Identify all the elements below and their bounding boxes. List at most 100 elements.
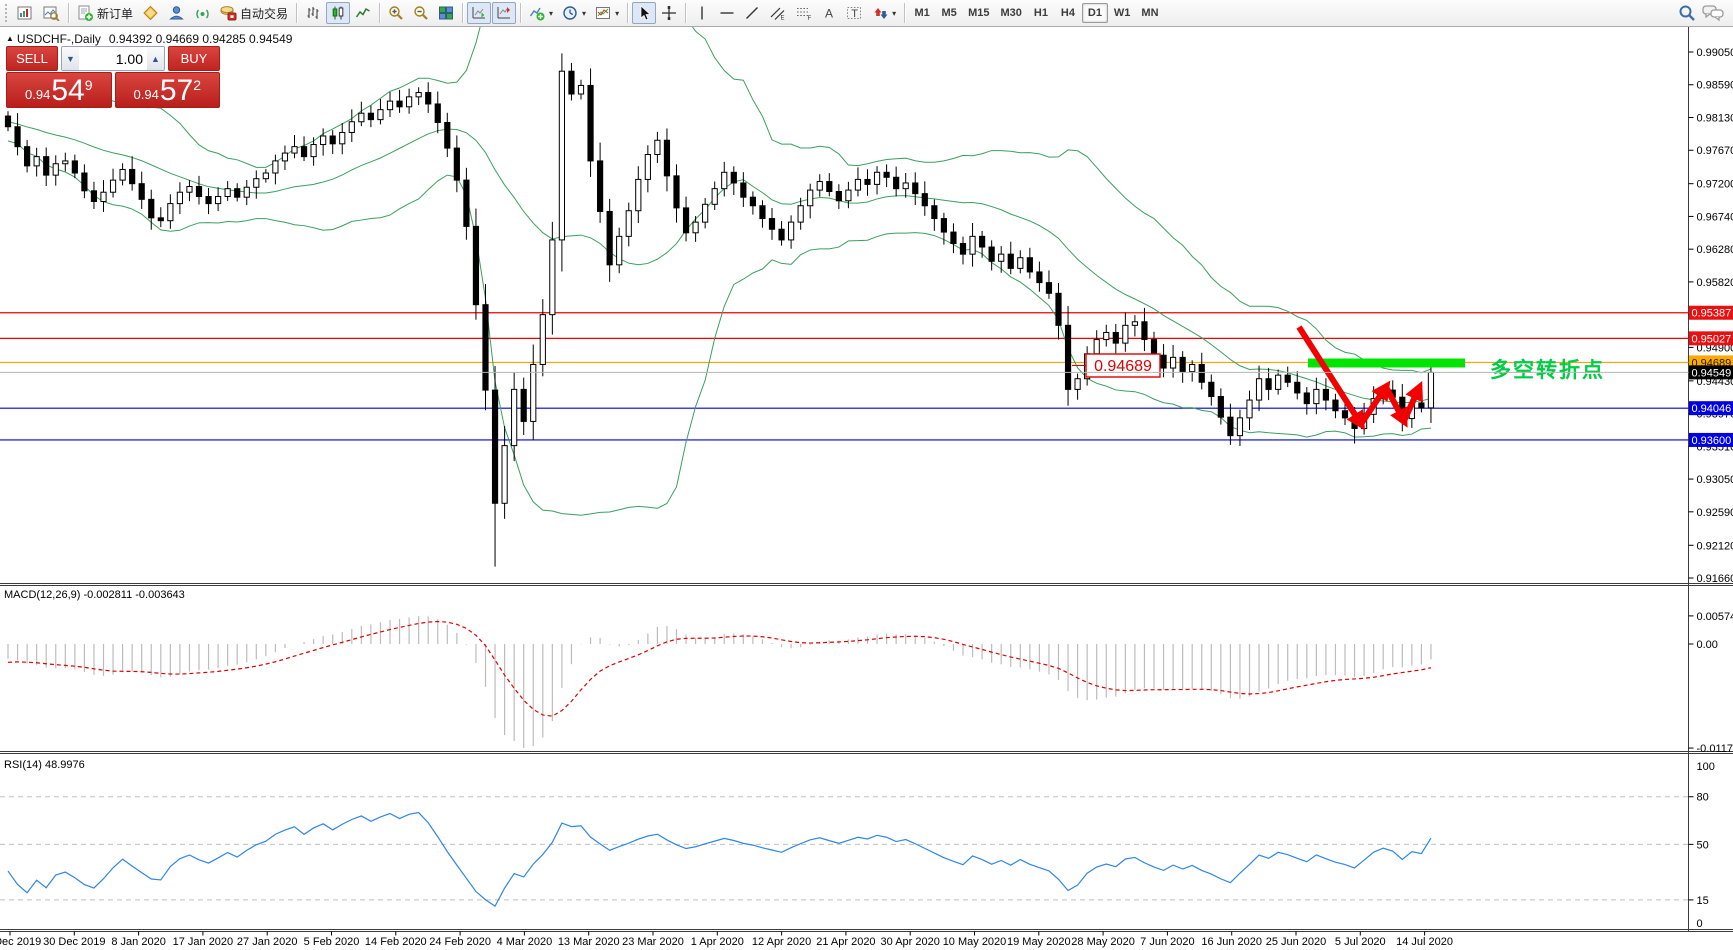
crosshair-tool-button[interactable]	[657, 2, 681, 24]
candle-body	[702, 203, 709, 223]
vertical-line-tool-button[interactable]	[690, 2, 714, 24]
new-chart-button[interactable]	[13, 2, 38, 24]
text-tool-button[interactable]: A	[817, 2, 841, 24]
new-chart-icon	[17, 6, 32, 20]
timeframe-H4[interactable]: H4	[1060, 7, 1075, 19]
zoom-in-icon	[389, 6, 403, 20]
timeframe-M5[interactable]: M5	[941, 7, 957, 19]
candle-body	[673, 175, 680, 209]
channel-tool-button[interactable]: E	[765, 2, 790, 24]
volume-increase-button[interactable]: ▲	[147, 47, 164, 70]
signals-button[interactable]	[190, 2, 215, 24]
buy-price-big: 57	[159, 74, 194, 107]
new-order-button[interactable]: 新订单	[73, 2, 137, 24]
candle-body	[272, 160, 279, 174]
candle-body	[1246, 399, 1253, 419]
timeframe-D1[interactable]: D1	[1081, 3, 1108, 23]
timeframe-M30[interactable]: M30	[1000, 7, 1022, 19]
arrows-tool-button[interactable]: ▾	[868, 2, 900, 24]
search-icon[interactable]	[1678, 4, 1696, 22]
auto-scroll-button[interactable]	[467, 2, 492, 24]
horizontal-line-tool-button[interactable]	[715, 2, 739, 24]
chart-shift-button[interactable]	[492, 2, 517, 24]
new-order-icon	[78, 5, 93, 21]
svg-text:F: F	[808, 16, 812, 21]
candle-body	[921, 193, 928, 207]
candle-body	[520, 388, 527, 422]
candlestick-mode-button[interactable]	[326, 2, 351, 24]
bar-chart-mode-button[interactable]	[301, 2, 325, 24]
candle-body	[62, 160, 69, 165]
price-tick-label: 0.96280	[1697, 244, 1733, 256]
vertical-line-icon	[701, 6, 703, 20]
volume-decrease-button[interactable]: ▼	[62, 47, 79, 70]
bollinger-band	[7, 140, 1431, 516]
indicators-button[interactable]: ▾	[525, 2, 557, 24]
trendline-tool-button[interactable]	[740, 2, 764, 24]
candle-body	[1007, 253, 1014, 269]
timeframe-M1[interactable]: M1	[914, 7, 930, 19]
community-button[interactable]	[164, 2, 189, 24]
indicators-icon	[529, 7, 545, 21]
price-tick-label: 0.97670	[1697, 145, 1733, 157]
candle-body	[1332, 399, 1339, 412]
line-chart-icon	[355, 7, 370, 18]
cursor-icon	[640, 5, 651, 21]
timeframe-H1[interactable]: H1	[1033, 7, 1048, 19]
auto-trading-button[interactable]: 自动交易	[216, 2, 292, 24]
candle-body	[1303, 392, 1310, 405]
timeframe-M15[interactable]: M15	[968, 7, 990, 19]
zigzag-arrow	[1296, 325, 1366, 431]
arrows-caret-icon: ▾	[892, 8, 897, 18]
level-price-badge	[1689, 305, 1733, 320]
market-button[interactable]	[138, 2, 163, 24]
candle-body	[1265, 378, 1272, 390]
candle-body	[234, 188, 241, 198]
candle-body	[81, 172, 88, 192]
candle-body	[291, 146, 298, 154]
market-icon	[143, 5, 158, 21]
cursor-tool-button[interactable]	[632, 2, 657, 24]
zoom-in-button[interactable]	[384, 2, 408, 24]
sell-price-panel[interactable]: 0.94 54 9	[6, 72, 112, 108]
fibonacci-tool-button[interactable]: F	[791, 2, 816, 24]
sell-button[interactable]: SELL	[6, 46, 58, 71]
candle-body	[1341, 410, 1349, 419]
price-tick-label: 0.91660	[1697, 573, 1733, 585]
candle-body	[864, 178, 871, 185]
toolbar-grip[interactable]	[5, 4, 10, 22]
crosshair-icon	[662, 6, 677, 20]
candle-body	[902, 182, 909, 190]
macd-label: MACD(12,26,9) -0.002811 -0.003643	[4, 589, 185, 601]
support-zone-bar	[1308, 358, 1465, 368]
candle-body	[52, 163, 59, 176]
zoom-out-button[interactable]	[409, 2, 433, 24]
candle-body	[749, 196, 756, 207]
templates-button[interactable]: ▾	[591, 2, 623, 24]
timeframe-W1[interactable]: W1	[1113, 7, 1131, 19]
macd-signal-line	[7, 620, 1432, 717]
candle-body	[386, 100, 394, 111]
rsi-axis-top-label: 100	[1697, 761, 1715, 773]
symbol-header: ▲ USDCHF-,Daily 0.94392 0.94669 0.94285 0.…	[6, 32, 292, 46]
timeframe-MN[interactable]: MN	[1141, 7, 1159, 19]
buy-button[interactable]: BUY	[168, 46, 220, 71]
clock-icon	[563, 6, 577, 20]
volume-input[interactable]	[79, 47, 147, 70]
line-chart-mode-button[interactable]	[351, 2, 375, 24]
tile-windows-button[interactable]	[434, 2, 458, 24]
periods-button[interactable]: ▾	[558, 2, 590, 24]
buy-price-panel[interactable]: 0.94 57 2	[114, 72, 220, 108]
candle-body	[721, 171, 728, 190]
chat-icon[interactable]	[1702, 4, 1724, 22]
candle-body	[587, 84, 594, 162]
label-tool-button[interactable]: T	[842, 2, 867, 24]
date-label: 5 Feb 2020	[304, 936, 360, 948]
level-price-badge-text: 0.95387	[1692, 308, 1732, 320]
new-order-label: 新订单	[97, 6, 134, 21]
date-label: 23 Mar 2020	[622, 936, 684, 948]
candle-body	[912, 182, 919, 195]
auto-trading-label: 自动交易	[240, 6, 289, 21]
tick-chart-button[interactable]	[39, 2, 64, 24]
